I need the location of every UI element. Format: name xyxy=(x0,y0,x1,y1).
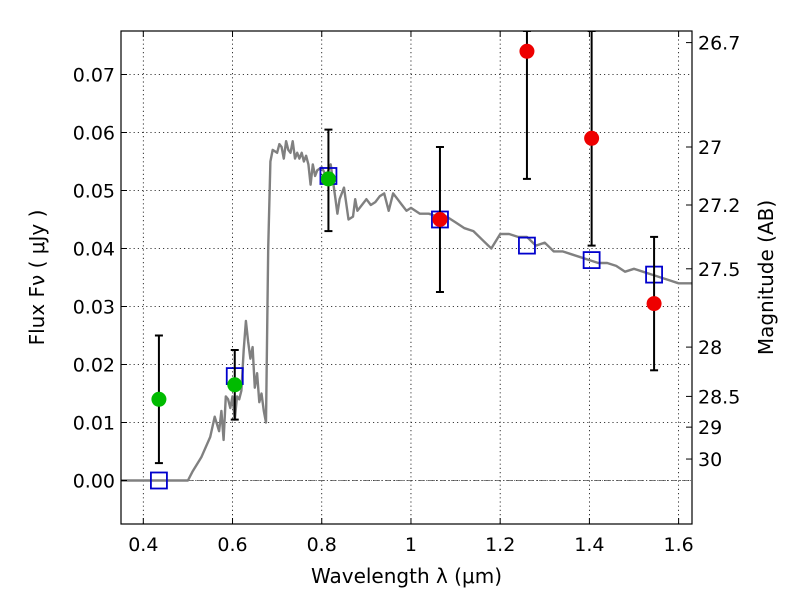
x-tick-label: 0.6 xyxy=(217,534,247,556)
plot-layer xyxy=(121,31,692,490)
y-tick-label: 0.00 xyxy=(73,471,115,493)
axis-layer: 0.4 0.6 0.8 1 1.2 1.4 1.6 0.00 0.01 0.02 0.03 0.04 0… xyxy=(73,31,740,556)
plot-frame xyxy=(120,30,693,525)
x-tick-label: 1.4 xyxy=(574,534,604,556)
observed-flux-point xyxy=(151,391,167,407)
x-tick-label: 1 xyxy=(405,534,417,556)
right-tick-label: 28.5 xyxy=(698,386,740,408)
right-tick-label: 27.2 xyxy=(698,195,740,217)
y-tick-label: 0.05 xyxy=(73,181,115,203)
y-tick-label: 0.01 xyxy=(73,413,115,435)
y-axis-label: Flux Fν ( μJy ) xyxy=(25,210,49,346)
model-flux-square xyxy=(518,236,536,255)
x-tick-label: 0.8 xyxy=(307,534,337,556)
right-tick-label: 30 xyxy=(698,449,722,471)
observed-flux-point xyxy=(584,130,600,146)
grid-layer xyxy=(121,31,692,524)
model-flux-square xyxy=(150,471,168,490)
right-tick-label: 28 xyxy=(698,337,722,359)
x-axis-label: Wavelength λ (μm) xyxy=(311,564,502,588)
right-tick-label: 27.5 xyxy=(698,259,740,281)
y-tick-label: 0.03 xyxy=(73,297,115,319)
y-tick-label: 0.07 xyxy=(73,65,115,87)
x-tick-label: 1.6 xyxy=(664,534,694,556)
y-tick-label: 0.06 xyxy=(73,123,115,145)
y-tick-label: 0.04 xyxy=(73,239,115,261)
observed-flux-point xyxy=(227,377,243,393)
observed-flux-point xyxy=(320,171,336,187)
observed-flux-point xyxy=(519,43,535,59)
template-spectrum-line xyxy=(121,140,692,482)
right-tick-label: 26.7 xyxy=(698,33,740,55)
x-tick-label: 1.2 xyxy=(485,534,515,556)
right-tick-label: 27 xyxy=(698,137,722,159)
right-tick-label: 29 xyxy=(698,417,722,439)
right-axis-label: Magnitude (AB) xyxy=(754,200,778,355)
y-tick-label: 0.02 xyxy=(73,355,115,377)
x-tick-label: 0.4 xyxy=(128,534,158,556)
observed-flux-point xyxy=(646,296,662,312)
observed-flux-point xyxy=(432,212,448,227)
model-flux-square xyxy=(582,251,601,270)
